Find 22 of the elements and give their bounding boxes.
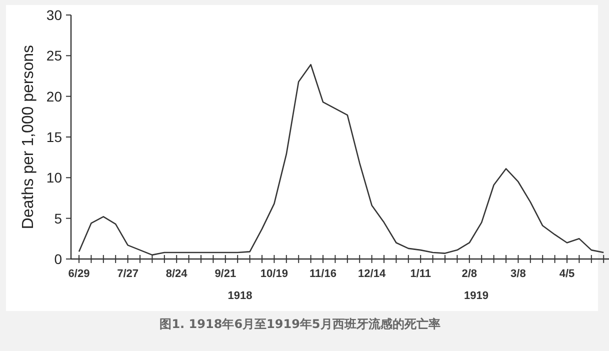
x-tick-label: 10/19: [260, 268, 288, 280]
text: 1918: [228, 290, 252, 302]
x-tick-label: 6/29: [68, 268, 90, 280]
text: 1919: [464, 290, 488, 302]
caption: 图1. 1918年6月至1919年5月西班牙流感的死亡率: [160, 317, 440, 331]
x-tick-label: 9/21: [214, 268, 236, 280]
y-tick-label: 10: [46, 170, 62, 186]
y-tick-label: 30: [46, 7, 62, 23]
y-tick-label: 20: [46, 88, 62, 104]
y-tick-label: 5: [54, 210, 62, 226]
y-tick-label: 25: [46, 48, 62, 64]
x-tick-label: 11/16: [310, 268, 336, 280]
x-tick-label: 4/5: [559, 268, 575, 280]
x-tick-label: 2/8: [462, 268, 478, 280]
y-tick-label: 0: [54, 251, 62, 267]
x-tick-label: 7/27: [117, 268, 139, 280]
x-tick-label: 12/14: [358, 268, 386, 280]
x-tick-label: 1/11: [410, 268, 432, 280]
y-tick-label: 15: [46, 129, 62, 145]
x-tick-label: 8/24: [166, 268, 188, 280]
x-tick-label: 3/8: [510, 268, 526, 280]
y-axis-title: Deaths per 1,000 persons: [20, 44, 37, 230]
